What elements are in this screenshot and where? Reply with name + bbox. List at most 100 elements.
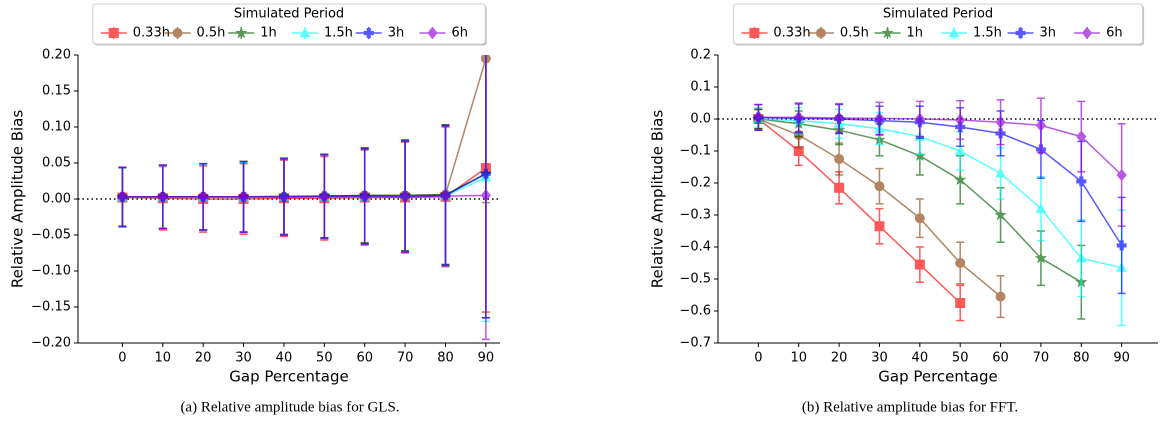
y-tick-label: 0.15 [42,84,71,99]
x-axis-label: Gap Percentage [878,368,998,386]
plot-area [752,97,1128,327]
marker [833,111,845,125]
legend-label: 1.5h [324,26,353,41]
marker [954,173,967,186]
x-tick-label: 40 [276,351,293,366]
marker [1035,203,1047,213]
marker [881,26,894,39]
x-tick-label: 20 [831,351,848,366]
series [753,107,1128,327]
y-tick-label: 0.05 [42,156,71,171]
legend-label: 1.5h [973,26,1002,41]
line [122,194,486,198]
x-tick-label: 10 [790,351,807,366]
marker [235,26,248,39]
marker [238,190,249,204]
marker [1034,251,1048,264]
legend-label: 6h [1106,26,1123,41]
legend-entry: 3h [355,26,405,41]
y-tick-label: −0.5 [679,272,711,287]
marker [914,112,925,126]
legend-label: 1h [906,26,923,41]
marker [427,26,438,40]
legend-label: 0.5h [840,26,869,41]
marker [108,28,119,38]
marker [1116,168,1127,182]
marker [914,213,925,224]
series [753,108,966,322]
series [117,55,492,323]
marker [994,208,1007,221]
marker [914,259,925,270]
marker [157,190,168,204]
y-tick-label: 0.0 [690,112,711,127]
y-tick-label: −0.7 [679,336,711,351]
marker [278,190,290,204]
legend: Simulated Period 0.33h 0.5h 1h 1.5h 3h 6h [92,3,487,46]
x-tick-label: 70 [1033,351,1050,366]
y-tick-label: −0.6 [679,304,711,319]
x-tick-label: 80 [1073,351,1090,366]
x-tick-label: 90 [478,351,495,366]
x-tick-label: 30 [235,351,252,366]
marker [948,27,960,38]
legend-entry: 1h [874,26,923,41]
marker [1081,26,1093,40]
y-tick-label: −0.10 [31,264,71,279]
line [122,173,487,198]
legend-label: 6h [451,26,468,41]
y-tick-label: 0.10 [42,120,71,135]
panel: −0.7 −0.6 −0.5 −0.4 −0.3 −0.2 −0.1 0.0 0.1 0.2 0 10… [649,3,1158,415]
y-axis-label: Relative Amplitude Bias [649,110,667,289]
marker [834,182,845,193]
y-tick-label: 0.20 [42,48,71,63]
legend-entry: 0.5h [164,26,225,41]
legend-entry: 0.5h [807,26,869,41]
marker [995,291,1006,302]
marker [995,167,1006,178]
series [116,55,492,319]
legend-title: Simulated Period [883,7,993,22]
marker [815,28,826,38]
y-tick-label: −0.15 [31,300,71,315]
x-tick-label: 0 [118,351,126,366]
marker [955,298,966,308]
plot-area [116,55,492,341]
series [752,108,1088,320]
marker [1116,240,1127,251]
marker [363,28,374,38]
marker [955,113,966,127]
series [117,55,492,341]
x-tick-label: 50 [952,351,969,366]
line [758,118,1122,269]
x-tick-label: 70 [397,351,414,366]
legend-box [92,3,486,45]
x-tick-label: 10 [155,351,172,366]
marker [874,112,885,125]
marker [359,190,370,204]
y-tick-label: 0.2 [690,48,711,63]
y-tick-label: −0.3 [679,208,711,223]
legend-label: 3h [388,26,405,41]
marker [955,258,966,268]
legend-entry: 1.5h [292,26,353,41]
line [122,173,487,198]
marker [299,27,311,38]
x-tick-label: 90 [1113,351,1130,366]
line [758,116,1123,246]
caption: (a) Relative amplitude bias for GLS. [180,399,399,415]
marker [440,189,451,203]
marker [1076,130,1087,143]
series [117,55,491,319]
x-axis-label: Gap Percentage [229,368,349,386]
legend-label: 0.33h [133,26,170,41]
x-tick-label: 0 [754,351,762,366]
legend-entry: 1.5h [941,26,1002,41]
y-axis-label: Relative Amplitude Bias [9,110,27,289]
marker [1076,176,1087,187]
marker [1015,28,1026,38]
legend-entry: 1h [228,26,277,41]
marker [117,190,128,204]
panel: −0.20 −0.15 −0.10 −0.05 0.00 0.05 0.10 0.15 0.20… [9,3,500,415]
